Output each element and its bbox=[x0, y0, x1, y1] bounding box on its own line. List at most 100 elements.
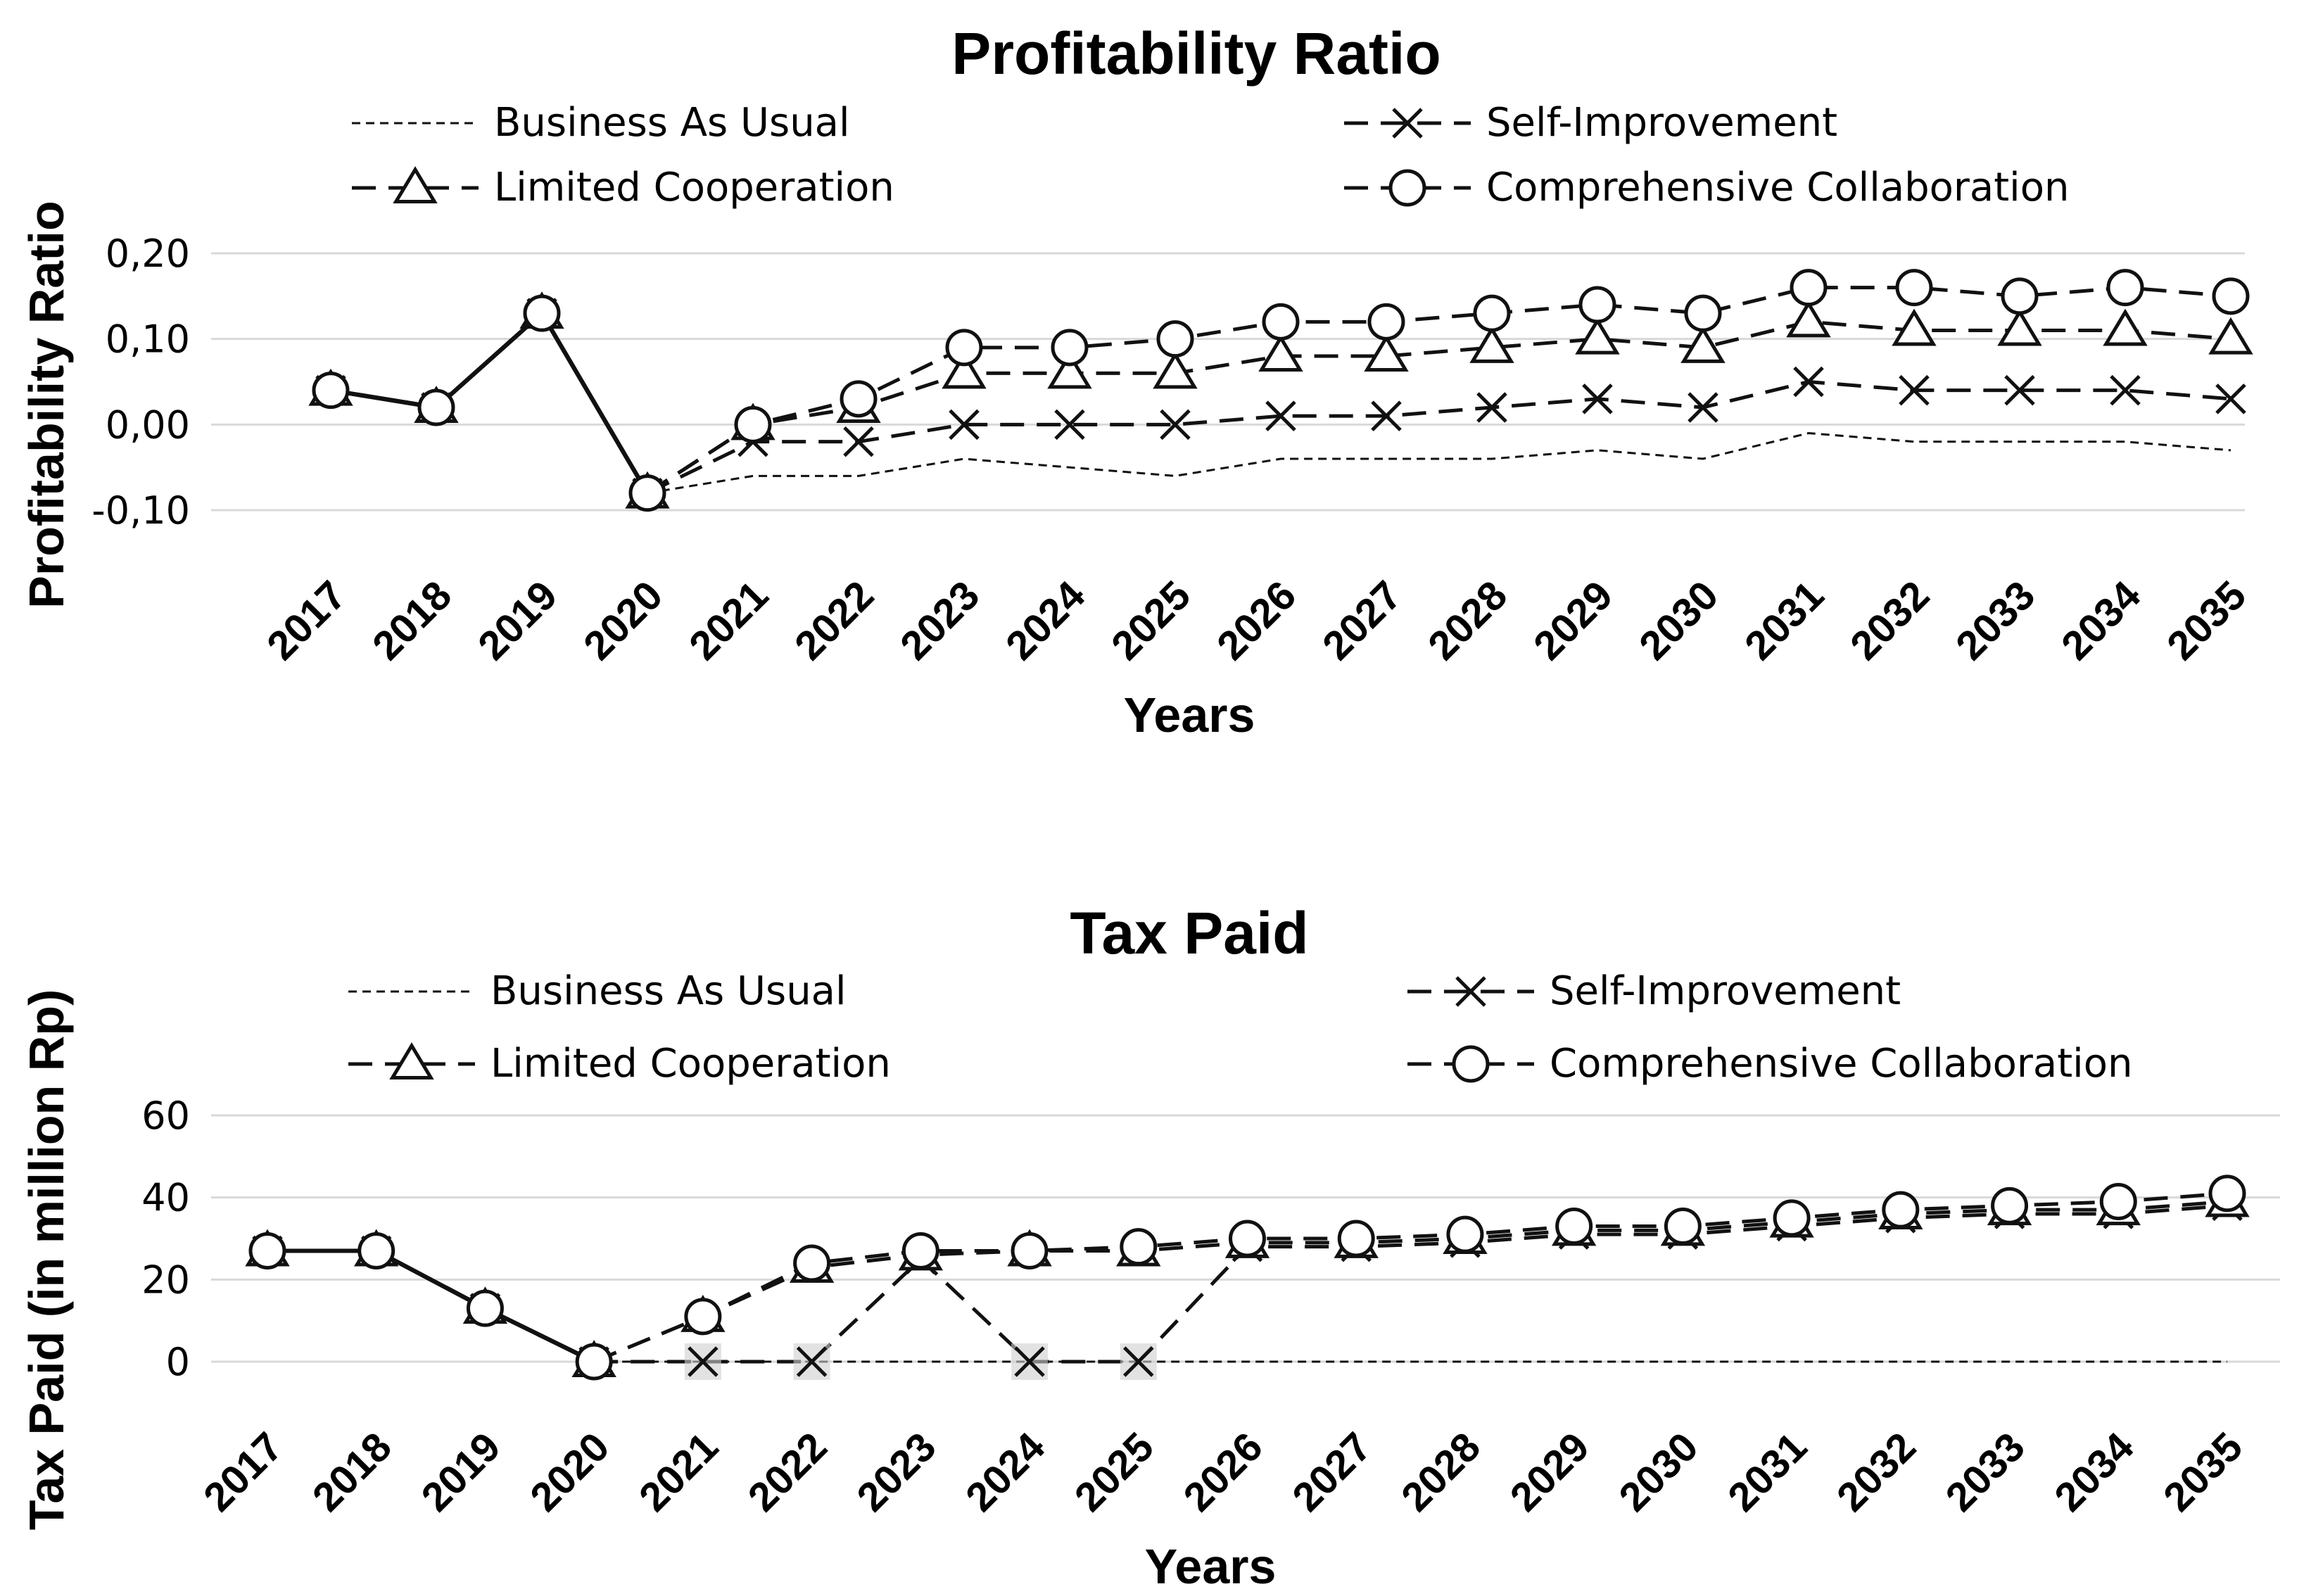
data-point-circle bbox=[575, 1343, 613, 1381]
x-tick-label: 2034 bbox=[2053, 572, 2149, 669]
data-point-circle bbox=[1991, 1186, 2029, 1224]
y-tick-label: 0,10 bbox=[106, 317, 190, 362]
legend-label: Comprehensive Collaboration bbox=[1486, 165, 2070, 210]
data-point-x-stroke-b bbox=[949, 409, 980, 441]
data-point-circle bbox=[2099, 1183, 2137, 1220]
legend-entry-self-improvement: Self-Improvement bbox=[1344, 100, 1837, 146]
data-point-x-stroke-b bbox=[1265, 400, 1296, 431]
data-point-circle bbox=[1051, 329, 1089, 367]
data-point-circle bbox=[628, 474, 666, 512]
y-tick-label: 0 bbox=[166, 1340, 190, 1384]
legend-marker-x-stroke-b bbox=[1455, 976, 1486, 1007]
legend-marker-triangle bbox=[393, 166, 438, 203]
data-point-circle bbox=[1473, 294, 1511, 332]
data-point-circle bbox=[1367, 303, 1405, 341]
data-point-triangle bbox=[1469, 325, 1514, 363]
series-line-projection bbox=[646, 319, 2231, 495]
data-point-x-stroke-b bbox=[1054, 409, 1085, 441]
data-point-x-stroke-b bbox=[1476, 392, 1507, 423]
legend-entry-business-as-usual: Business As Usual bbox=[352, 100, 850, 146]
legend-entry-comprehensive-collaboration: Comprehensive Collaboration bbox=[1407, 1041, 2133, 1087]
data-point-x bbox=[1476, 392, 1507, 423]
x-tick-label: 2027 bbox=[1284, 1424, 1380, 1520]
x-tick-label: 2031 bbox=[1736, 572, 1832, 669]
y-tick-label: 60 bbox=[141, 1094, 190, 1138]
data-point-circle bbox=[734, 405, 772, 443]
data-point-circle bbox=[901, 1232, 939, 1269]
y-tick-label: -0,10 bbox=[91, 488, 190, 533]
data-point-triangle bbox=[1047, 351, 1092, 389]
x-tick-label: 2019 bbox=[412, 1424, 509, 1520]
series-line-historical bbox=[330, 310, 650, 495]
x-tick-label: 2019 bbox=[469, 572, 566, 669]
data-point-triangle bbox=[2208, 317, 2253, 355]
x-tick-label: 2033 bbox=[1937, 1424, 2034, 1520]
data-point-x bbox=[1371, 400, 1402, 431]
x-tick-label: 2022 bbox=[740, 1424, 836, 1520]
series-line-historical bbox=[267, 1248, 595, 1364]
series-line-historical bbox=[330, 310, 650, 495]
data-point-triangle bbox=[1575, 317, 1620, 355]
x-tick-label: 2030 bbox=[1610, 1424, 1707, 1520]
x-tick-label: 2020 bbox=[521, 1424, 618, 1520]
legend-label: Limited Cooperation bbox=[494, 165, 894, 210]
x-tick-label: 2026 bbox=[1175, 1424, 1271, 1520]
legend-marker-x-stroke-b bbox=[1392, 108, 1423, 139]
data-point-circle bbox=[523, 294, 561, 332]
data-point-circle bbox=[1156, 320, 1194, 358]
y-tick-label: 20 bbox=[141, 1258, 190, 1302]
data-point-x bbox=[1160, 409, 1191, 441]
legend-label: Business As Usual bbox=[494, 100, 850, 146]
x-tick-label: 2025 bbox=[1066, 1424, 1163, 1520]
data-point-x bbox=[1793, 366, 1824, 398]
data-point-x-stroke-b bbox=[1371, 400, 1402, 431]
x-tick-label: 2024 bbox=[957, 1424, 1053, 1520]
data-point-circle bbox=[2212, 277, 2250, 315]
data-point-triangle bbox=[1153, 351, 1198, 389]
y-axis-title: Tax Paid (in million Rp) bbox=[19, 989, 74, 1531]
data-point-x-stroke-b bbox=[1582, 384, 1613, 414]
x-tick-label: 2035 bbox=[2155, 1424, 2251, 1520]
data-point-circle bbox=[466, 1289, 504, 1327]
series-comprehensive-collaboration bbox=[312, 269, 2250, 512]
data-point-x bbox=[796, 1346, 828, 1377]
x-tick-label: 2032 bbox=[1828, 1424, 1925, 1520]
data-point-circle bbox=[684, 1298, 722, 1336]
data-point-triangle bbox=[1892, 308, 1937, 346]
x-tick-label: 2034 bbox=[2046, 1424, 2142, 1520]
data-point-x bbox=[1582, 384, 1613, 414]
series-line-projection bbox=[647, 431, 2231, 495]
data-point-circle bbox=[1895, 269, 1933, 307]
data-point-triangle bbox=[1258, 334, 1303, 372]
data-point-circle bbox=[1229, 1220, 1266, 1258]
x-tick-label: 2024 bbox=[997, 572, 1094, 669]
x-tick-label: 2030 bbox=[1631, 572, 1727, 669]
x-tick-label: 2017 bbox=[195, 1424, 291, 1520]
x-tick-label: 2029 bbox=[1525, 572, 1621, 669]
data-point-circle bbox=[840, 380, 878, 418]
data-point-x bbox=[843, 426, 874, 457]
y-axis-title: Profitability Ratio bbox=[19, 201, 74, 608]
x-axis-title: Years bbox=[1124, 688, 1255, 742]
data-point-circle bbox=[793, 1244, 831, 1282]
legend-entry-comprehensive-collaboration: Comprehensive Collaboration bbox=[1344, 165, 2070, 210]
data-point-x-stroke-b bbox=[1123, 1346, 1154, 1377]
series-comprehensive-collaboration bbox=[248, 1174, 2246, 1381]
chart-title: Profitability Ratio bbox=[951, 20, 1441, 87]
data-point-x bbox=[949, 409, 980, 441]
legend-entry-limited-cooperation: Limited Cooperation bbox=[352, 165, 894, 210]
legend-label: Limited Cooperation bbox=[490, 1041, 891, 1087]
x-tick-label: 2026 bbox=[1208, 572, 1305, 669]
legend-label: Self-Improvement bbox=[1486, 100, 1837, 146]
data-point-x-stroke-b bbox=[2110, 374, 2141, 406]
x-tick-label: 2023 bbox=[892, 572, 988, 669]
x-tick-label: 2035 bbox=[2158, 572, 2255, 669]
data-point-circle bbox=[1446, 1215, 1484, 1253]
data-point-x-stroke-b bbox=[2004, 374, 2035, 406]
data-point-x-stroke-b bbox=[1688, 392, 1718, 423]
data-point-circle bbox=[1555, 1208, 1593, 1245]
data-point-x bbox=[1688, 392, 1718, 423]
data-point-x bbox=[2215, 384, 2246, 414]
legend-marker-circle bbox=[1452, 1045, 1490, 1083]
series-line-projection bbox=[593, 1191, 2228, 1364]
